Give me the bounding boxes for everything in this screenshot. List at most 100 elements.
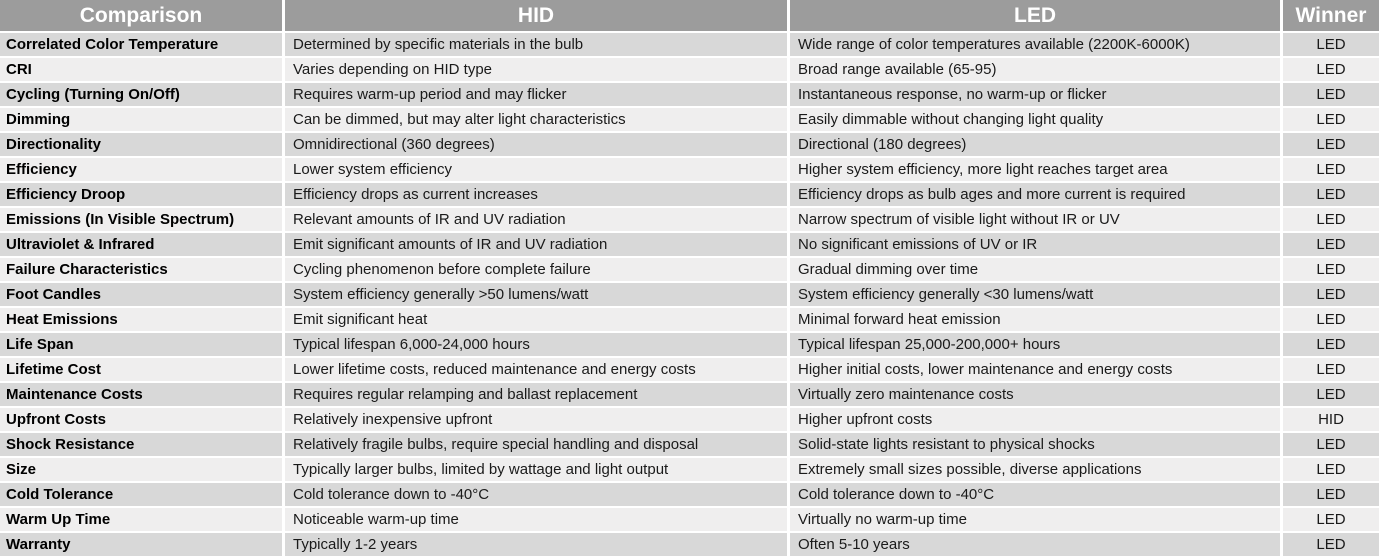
comparison-cell: Size: [0, 458, 285, 483]
comparison-cell: Shock Resistance: [0, 433, 285, 458]
hid-cell: Lower lifetime costs, reduced maintenanc…: [285, 358, 790, 383]
winner-cell: LED: [1283, 258, 1379, 283]
winner-cell: LED: [1283, 283, 1379, 308]
led-cell: Higher upfront costs: [790, 408, 1283, 433]
table-row: Failure Characteristics Cycling phenomeno…: [0, 258, 1379, 283]
table-row: CRI Varies depending on HID type Broad ran…: [0, 58, 1379, 83]
comparison-cell: Foot Candles: [0, 283, 285, 308]
comparison-cell: Upfront Costs: [0, 408, 285, 433]
comparison-cell: Warm Up Time: [0, 508, 285, 533]
hid-cell: Varies depending on HID type: [285, 58, 790, 83]
winner-cell: LED: [1283, 33, 1379, 58]
led-cell: Virtually zero maintenance costs: [790, 383, 1283, 408]
led-cell: Solid-state lights resistant to physical…: [790, 433, 1283, 458]
table-row: Directionality Omnidirectional (360 degre…: [0, 133, 1379, 158]
led-cell: Efficiency drops as bulb ages and more c…: [790, 183, 1283, 208]
hid-cell: Typical lifespan 6,000-24,000 hours: [285, 333, 790, 358]
comparison-cell: CRI: [0, 58, 285, 83]
table-row: Heat Emissions Emit significant heat Minim…: [0, 308, 1379, 333]
hid-cell: Cold tolerance down to -40°C: [285, 483, 790, 508]
table-row: Life Span Typical lifespan 6,000-24,000 h…: [0, 333, 1379, 358]
comparison-cell: Directionality: [0, 133, 285, 158]
led-cell: Extremely small sizes possible, diverse …: [790, 458, 1283, 483]
column-header-hid: HID: [285, 0, 790, 33]
comparison-cell: Life Span: [0, 333, 285, 358]
table-row: Upfront Costs Relatively inexpensive upfr…: [0, 408, 1379, 433]
column-header-led: LED: [790, 0, 1283, 33]
comparison-cell: Warranty: [0, 533, 285, 556]
hid-cell: Typically 1-2 years: [285, 533, 790, 556]
hid-cell: Can be dimmed, but may alter light chara…: [285, 108, 790, 133]
hid-cell: System efficiency generally >50 lumens/w…: [285, 283, 790, 308]
led-cell: Higher system efficiency, more light rea…: [790, 158, 1283, 183]
winner-cell: LED: [1283, 483, 1379, 508]
led-cell: Broad range available (65-95): [790, 58, 1283, 83]
led-cell: Easily dimmable without changing light q…: [790, 108, 1283, 133]
comparison-cell: Cycling (Turning On/Off): [0, 83, 285, 108]
comparison-cell: Failure Characteristics: [0, 258, 285, 283]
comparison-cell: Heat Emissions: [0, 308, 285, 333]
comparison-cell: Dimming: [0, 108, 285, 133]
comparison-cell: Emissions (In Visible Spectrum): [0, 208, 285, 233]
hid-cell: Relatively inexpensive upfront: [285, 408, 790, 433]
led-cell: Typical lifespan 25,000-200,000+ hours: [790, 333, 1283, 358]
table-row: Cold Tolerance Cold tolerance down to -40…: [0, 483, 1379, 508]
column-header-comparison: Comparison: [0, 0, 285, 33]
table-row: Shock Resistance Relatively fragile bulbs…: [0, 433, 1379, 458]
hid-cell: Requires warm-up period and may flicker: [285, 83, 790, 108]
led-cell: Often 5-10 years: [790, 533, 1283, 556]
winner-cell: LED: [1283, 458, 1379, 483]
table-row: Foot Candles System efficiency generally …: [0, 283, 1379, 308]
table-row: Dimming Can be dimmed, but may alter ligh…: [0, 108, 1379, 133]
comparison-cell: Correlated Color Temperature: [0, 33, 285, 58]
table-row: Cycling (Turning On/Off) Requires warm-up…: [0, 83, 1379, 108]
table-body: Correlated Color Temperature Determined b…: [0, 33, 1379, 556]
winner-cell: LED: [1283, 233, 1379, 258]
hid-cell: Typically larger bulbs, limited by watta…: [285, 458, 790, 483]
column-header-winner: Winner: [1283, 0, 1379, 33]
winner-cell: LED: [1283, 508, 1379, 533]
table-row: Emissions (In Visible Spectrum) Relevant …: [0, 208, 1379, 233]
hid-cell: Emit significant amounts of IR and UV ra…: [285, 233, 790, 258]
winner-cell: LED: [1283, 358, 1379, 383]
comparison-cell: Efficiency: [0, 158, 285, 183]
winner-cell: LED: [1283, 58, 1379, 83]
hid-cell: Relatively fragile bulbs, require specia…: [285, 433, 790, 458]
winner-cell: LED: [1283, 183, 1379, 208]
comparison-cell: Efficiency Droop: [0, 183, 285, 208]
hid-cell: Noticeable warm-up time: [285, 508, 790, 533]
hid-cell: Emit significant heat: [285, 308, 790, 333]
hid-cell: Omnidirectional (360 degrees): [285, 133, 790, 158]
comparison-cell: Cold Tolerance: [0, 483, 285, 508]
table-row: Size Typically larger bulbs, limited by w…: [0, 458, 1379, 483]
winner-cell: LED: [1283, 208, 1379, 233]
table-row: Efficiency Droop Efficiency drops as curr…: [0, 183, 1379, 208]
table-row: Maintenance Costs Requires regular relamp…: [0, 383, 1379, 408]
table-row: Warranty Typically 1-2 years Often 5-10 ye…: [0, 533, 1379, 556]
header-row: Comparison HID LED Winner: [0, 0, 1379, 33]
led-cell: Narrow spectrum of visible light without…: [790, 208, 1283, 233]
hid-cell: Relevant amounts of IR and UV radiation: [285, 208, 790, 233]
table-row: Warm Up Time Noticeable warm-up time Virtu…: [0, 508, 1379, 533]
winner-cell: LED: [1283, 533, 1379, 556]
winner-cell: LED: [1283, 83, 1379, 108]
table-header: Comparison HID LED Winner: [0, 0, 1379, 33]
winner-cell: LED: [1283, 133, 1379, 158]
hid-cell: Requires regular relamping and ballast r…: [285, 383, 790, 408]
led-cell: Higher initial costs, lower maintenance …: [790, 358, 1283, 383]
winner-cell: LED: [1283, 333, 1379, 358]
comparison-cell: Ultraviolet & Infrared: [0, 233, 285, 258]
winner-cell: LED: [1283, 158, 1379, 183]
led-cell: Gradual dimming over time: [790, 258, 1283, 283]
winner-cell: LED: [1283, 433, 1379, 458]
led-cell: Instantaneous response, no warm-up or fl…: [790, 83, 1283, 108]
winner-cell: LED: [1283, 308, 1379, 333]
hid-cell: Cycling phenomenon before complete failu…: [285, 258, 790, 283]
led-cell: Virtually no warm-up time: [790, 508, 1283, 533]
winner-cell: LED: [1283, 383, 1379, 408]
table-row: Lifetime Cost Lower lifetime costs, reduc…: [0, 358, 1379, 383]
hid-cell: Lower system efficiency: [285, 158, 790, 183]
hid-cell: Determined by specific materials in the …: [285, 33, 790, 58]
